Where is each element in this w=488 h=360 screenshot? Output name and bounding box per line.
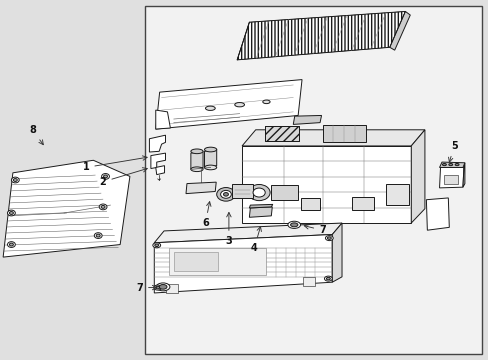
Ellipse shape [190, 167, 203, 172]
Polygon shape [249, 207, 272, 217]
Polygon shape [151, 153, 165, 168]
Ellipse shape [190, 149, 203, 154]
Ellipse shape [7, 210, 15, 216]
Ellipse shape [262, 100, 269, 104]
Bar [264, 126, 299, 140]
Ellipse shape [94, 233, 102, 238]
Ellipse shape [154, 285, 161, 290]
Bar [385, 184, 408, 205]
Bar [168, 248, 266, 275]
Ellipse shape [442, 163, 446, 166]
Ellipse shape [205, 106, 215, 111]
Ellipse shape [216, 188, 235, 201]
Ellipse shape [454, 163, 458, 166]
Bar [173, 252, 217, 271]
Ellipse shape [7, 242, 15, 247]
Ellipse shape [204, 147, 216, 152]
Text: 8: 8 [29, 125, 43, 145]
Polygon shape [439, 167, 463, 188]
Bar [165, 284, 177, 293]
Ellipse shape [99, 204, 107, 210]
Ellipse shape [290, 223, 297, 227]
Polygon shape [389, 12, 409, 50]
Ellipse shape [102, 174, 109, 179]
Bar [351, 197, 373, 211]
Bar [144, 6, 482, 354]
Ellipse shape [220, 190, 231, 198]
Text: 5: 5 [447, 141, 457, 162]
Polygon shape [242, 146, 410, 223]
Polygon shape [154, 223, 341, 243]
Ellipse shape [101, 206, 105, 208]
Ellipse shape [9, 212, 13, 215]
Ellipse shape [204, 165, 216, 170]
Bar [322, 125, 366, 142]
Text: 3: 3 [225, 212, 232, 246]
Polygon shape [154, 234, 331, 293]
Ellipse shape [252, 188, 264, 197]
Text: 7: 7 [136, 283, 157, 293]
Ellipse shape [153, 243, 160, 248]
Ellipse shape [159, 284, 166, 289]
Text: 2: 2 [100, 168, 147, 187]
Polygon shape [156, 80, 302, 129]
Polygon shape [293, 116, 321, 125]
Polygon shape [185, 182, 216, 194]
Bar [264, 126, 299, 140]
Polygon shape [204, 149, 216, 167]
Text: 4: 4 [250, 227, 261, 253]
Bar [300, 198, 320, 211]
Bar [444, 175, 457, 184]
Ellipse shape [13, 179, 17, 181]
Ellipse shape [9, 243, 13, 246]
Polygon shape [242, 130, 424, 146]
Ellipse shape [324, 276, 331, 281]
Polygon shape [149, 135, 165, 152]
Ellipse shape [11, 177, 19, 183]
Text: 1: 1 [82, 156, 147, 172]
Ellipse shape [234, 103, 244, 107]
Ellipse shape [223, 193, 228, 196]
Text: 7: 7 [304, 225, 325, 235]
Bar [232, 184, 252, 198]
Polygon shape [3, 160, 130, 257]
Polygon shape [410, 130, 424, 223]
Ellipse shape [247, 184, 269, 201]
Bar [271, 185, 298, 200]
Polygon shape [249, 204, 272, 208]
Bar [303, 277, 315, 286]
Ellipse shape [287, 221, 300, 228]
Polygon shape [426, 198, 448, 230]
Polygon shape [156, 110, 170, 129]
Polygon shape [237, 12, 405, 60]
Ellipse shape [96, 234, 100, 237]
Polygon shape [190, 151, 203, 169]
Polygon shape [331, 223, 341, 282]
Ellipse shape [325, 235, 332, 240]
Polygon shape [462, 163, 464, 187]
Ellipse shape [156, 283, 169, 291]
Ellipse shape [326, 277, 330, 280]
Ellipse shape [103, 175, 107, 178]
Ellipse shape [156, 286, 159, 289]
Text: 6: 6 [202, 202, 210, 228]
Ellipse shape [327, 237, 330, 239]
Ellipse shape [155, 244, 158, 247]
Ellipse shape [448, 163, 452, 166]
Polygon shape [439, 162, 464, 167]
Polygon shape [156, 166, 164, 175]
